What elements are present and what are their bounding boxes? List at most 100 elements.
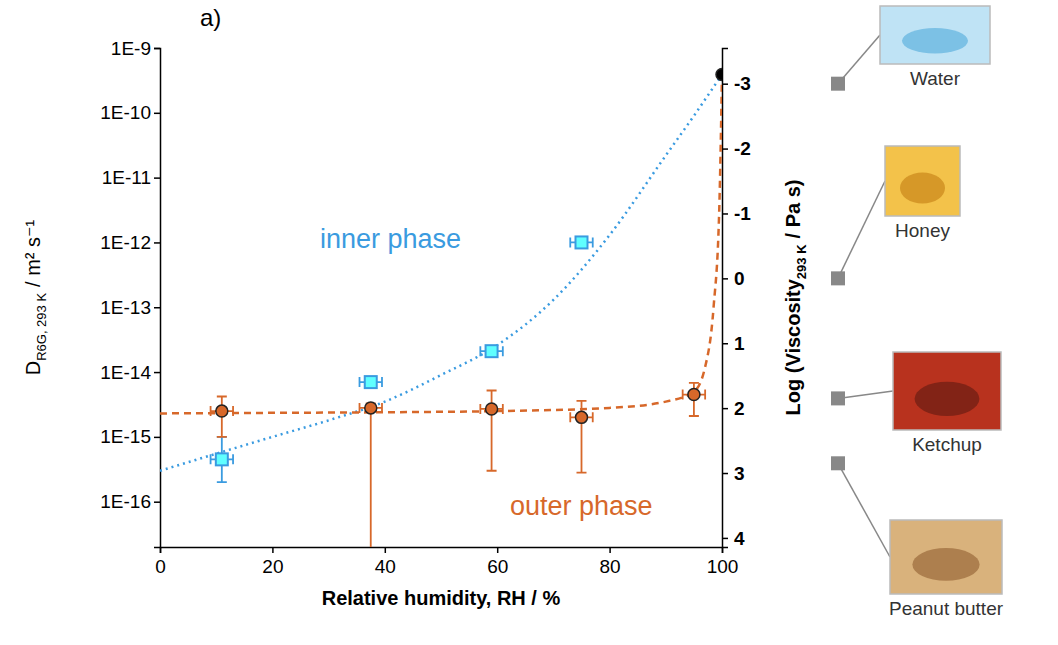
x-error-bar [360, 377, 382, 387]
data-point [216, 405, 228, 417]
y-axis-title-main: D [22, 361, 44, 375]
reference-icon-detail [900, 173, 945, 204]
reference-leader [838, 35, 880, 84]
y2-axis: -3-2-101234 [722, 49, 751, 549]
y-tick-label: 1E-16 [100, 491, 151, 512]
x-tick: 0 [155, 547, 166, 577]
y-tick-mark [154, 242, 160, 244]
y-error-bar [366, 403, 376, 547]
y2-tick-mark [722, 473, 728, 475]
y2-axis-title-subscript: 293 K [794, 244, 809, 279]
y-tick-mark [154, 372, 160, 374]
y2-tick-mark [722, 343, 728, 345]
y2-axis-line [723, 49, 729, 548]
y-tick-mark [154, 48, 160, 50]
y-tick: 1E-15 [100, 426, 160, 447]
x-tick-label: 20 [262, 556, 283, 577]
y2-tick-mark [722, 538, 728, 540]
y2-tick: -1 [722, 203, 751, 224]
reference-icon [893, 352, 1001, 430]
y-tick-label: 1E-15 [100, 426, 151, 447]
y-axis-title: DR6G, 293 K/ m² s⁻¹ [22, 219, 49, 375]
y2-tick-label: -3 [734, 73, 751, 94]
x-tick: 40 [375, 547, 396, 577]
data-point [576, 236, 588, 248]
x-tick: 80 [600, 547, 621, 577]
y2-tick-label: 3 [734, 463, 745, 484]
y-error-bar [217, 437, 227, 482]
reference-leader [838, 463, 890, 557]
y-tick: 1E-12 [100, 232, 160, 253]
y2-tick-mark [722, 213, 728, 215]
y2-tick-mark [722, 408, 728, 410]
y-error-bar [577, 401, 587, 473]
reference-icon [880, 6, 990, 64]
y2-tick: 4 [722, 527, 745, 548]
y-tick-label: 1E-9 [111, 38, 151, 59]
reference-icon [885, 146, 960, 216]
y-axis-title-unit: / m² s⁻¹ [22, 219, 44, 287]
y2-tick-label: 0 [734, 268, 745, 289]
data-point [486, 345, 498, 357]
x-axis-title: Relative humidity, RH / % [322, 587, 561, 609]
x-error-bar [683, 390, 705, 400]
plot-area [160, 69, 722, 547]
y2-tick-label: -2 [734, 138, 751, 159]
y-tick: 1E-16 [100, 491, 160, 512]
data-point [365, 402, 377, 414]
x-tick-label: 80 [600, 556, 621, 577]
data-point [365, 376, 377, 388]
series [211, 236, 593, 482]
reference-marker [831, 271, 845, 285]
reference-leader [838, 181, 885, 278]
reference-marker [831, 456, 845, 470]
data-point [688, 389, 700, 401]
reference: Ketchup [831, 352, 1001, 455]
reference-label: Water [910, 68, 961, 89]
x-error-bar [570, 237, 592, 247]
series-label: inner phase [320, 224, 461, 254]
y-tick: 1E-10 [100, 102, 160, 123]
y-tick-mark [154, 437, 160, 439]
x-axis-line [161, 548, 723, 554]
x-tick: 60 [487, 547, 508, 577]
reference-icon-detail [902, 28, 968, 54]
y-tick-mark [154, 177, 160, 179]
reference: Honey [831, 146, 960, 285]
y2-tick-label: -1 [734, 203, 751, 224]
reference-label: Honey [895, 220, 950, 241]
y-tick: 1E-14 [100, 362, 160, 383]
x-tick-label: 0 [155, 556, 166, 577]
y2-tick: 0 [722, 268, 745, 289]
x-tick-label: 40 [375, 556, 396, 577]
y2-tick: -3 [722, 73, 751, 94]
fit-line [160, 75, 722, 414]
x-tick-label: 100 [707, 556, 739, 577]
chart: 0204060801001E-161E-151E-141E-131E-121E-… [0, 0, 1058, 645]
y-axis-line [154, 49, 161, 548]
data-point [716, 69, 722, 81]
x-error-bar [211, 406, 233, 416]
reference-leader [838, 391, 893, 398]
y-axis: 1E-16 1E-15 1E-14 1E-13 1E-12 1E-11 1E-10 1E-9 [100, 38, 160, 548]
reference-icon-detail [912, 548, 979, 581]
x-error-bar [211, 454, 233, 464]
reference-icon-detail [915, 382, 980, 416]
y2-tick-label: 2 [734, 398, 745, 419]
reference: Water [831, 6, 990, 91]
y-tick: 1E-13 [100, 297, 160, 318]
y2-tick: -2 [722, 138, 751, 159]
panel-label: a) [200, 4, 221, 31]
x-error-bar [480, 404, 502, 414]
fit-line [160, 75, 722, 471]
series [211, 383, 706, 547]
y2-tick-mark [722, 148, 728, 150]
x-error-bar [360, 403, 382, 413]
y-tick-label: 1E-14 [100, 362, 151, 383]
reference-marker [831, 391, 845, 405]
y-tick: 1E-11 [102, 167, 160, 188]
y2-axis-title-unit: / Pa s) [782, 180, 804, 239]
y2-tick-label: 4 [734, 527, 745, 548]
y-tick: 1E-9 [111, 38, 160, 59]
y-error-bar [689, 383, 699, 416]
